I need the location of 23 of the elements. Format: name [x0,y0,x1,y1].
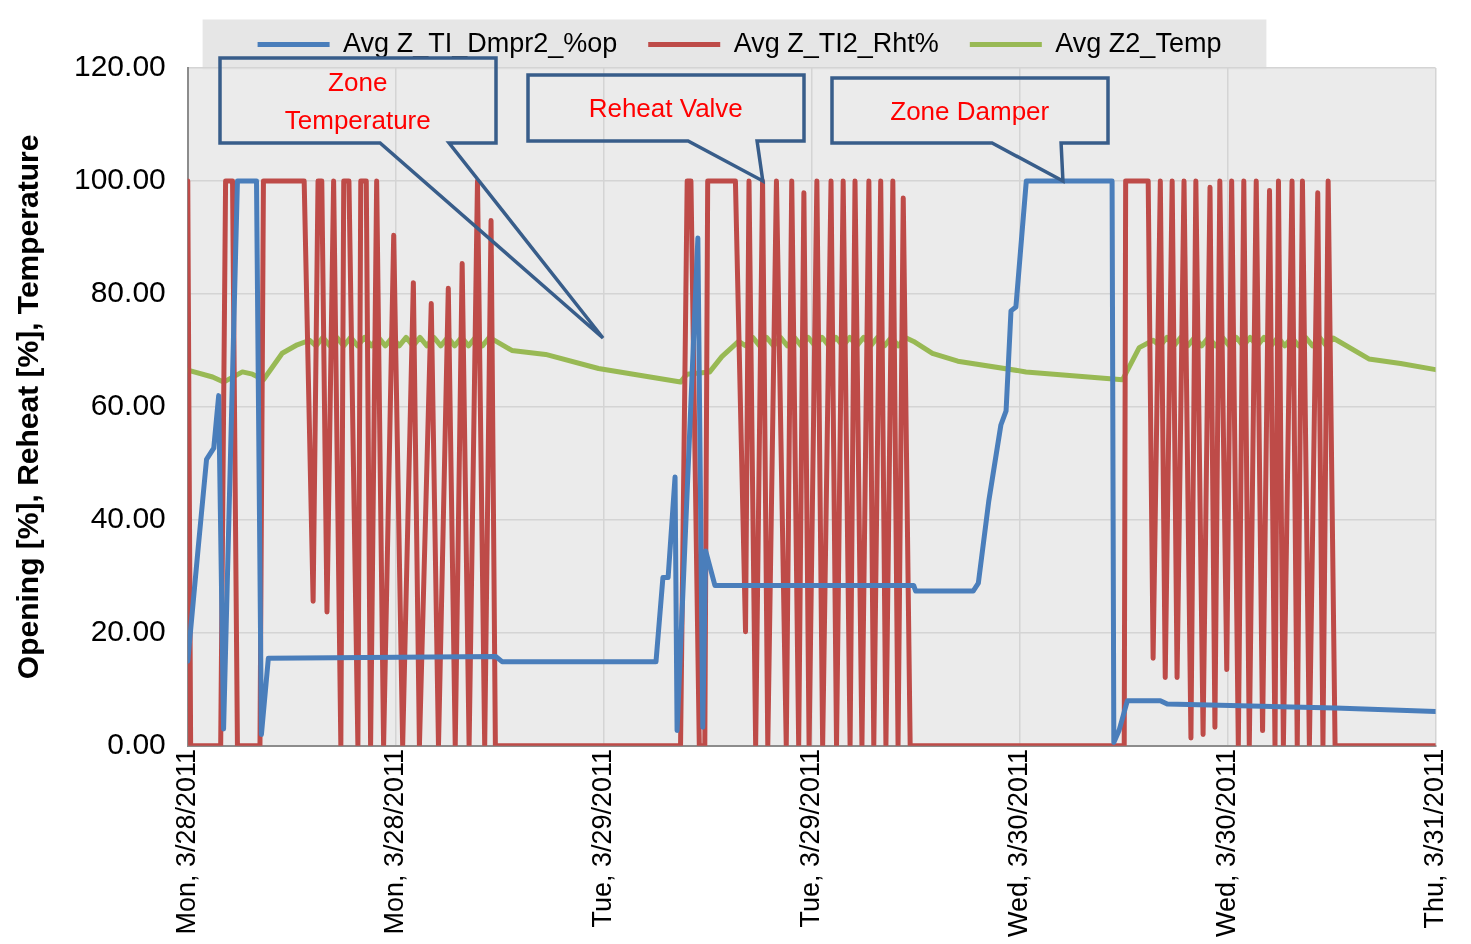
x-tick-label: Wed, 3/30/2011 [1003,748,1034,938]
y-tick-label: 60.00 [90,388,166,422]
annotation: Reheat Valve [588,92,743,125]
legend-label: Avg Z_TI2_Rht% [733,27,939,58]
x-tick-label: Thu, 3/31/2011 [1419,748,1450,929]
x-tick-label: Mon, 3/28/2011 [379,748,410,935]
callout-box: Reheat Valve [525,73,806,183]
annotation: Zone Temperature [283,65,432,137]
y-tick-label: 120.00 [73,49,166,83]
x-tick-label: Wed, 3/30/2011 [1211,748,1242,938]
y-axis-title: Opening [%], Reheat [%], Temperature [11,134,45,680]
x-tick-label: Mon, 3/28/2011 [171,748,202,935]
y-tick-label: 0.00 [107,727,166,761]
legend-label: Avg Z_TI_Dmpr2_%op [343,27,618,58]
annotation: Zone Damper [890,94,1050,128]
x-tick-label: Tue, 3/29/2011 [795,748,826,928]
y-tick-label: 40.00 [90,501,166,535]
y-tick-label: 100.00 [73,162,166,196]
y-tick-label: 20.00 [90,614,166,648]
callout-box: Zone Damper [829,76,1110,183]
legend-label: Avg Z2_Temp [1055,27,1222,58]
x-tick-label: Tue, 3/29/2011 [587,748,618,928]
y-tick-label: 80.00 [90,275,166,309]
